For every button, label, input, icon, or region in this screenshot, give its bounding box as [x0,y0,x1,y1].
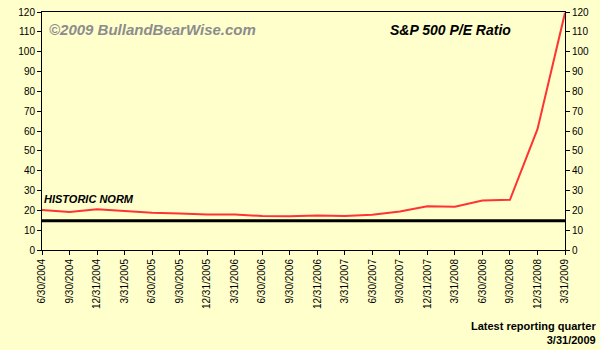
svg-text:40: 40 [572,165,584,176]
svg-text:S&P 500 P/E Ratio: S&P 500 P/E Ratio [390,22,511,38]
svg-text:6/30/2004: 6/30/2004 [36,259,47,304]
svg-text:3/31/2007: 3/31/2007 [339,259,350,304]
svg-text:50: 50 [24,145,36,156]
svg-text:70: 70 [24,106,36,117]
svg-text:6/30/2005: 6/30/2005 [146,259,157,304]
svg-text:12/31/2004: 12/31/2004 [91,259,102,309]
svg-text:80: 80 [24,86,36,97]
svg-text:30: 30 [572,185,584,196]
svg-text:HISTORIC NORM: HISTORIC NORM [44,193,134,205]
svg-text:20: 20 [572,205,584,216]
svg-text:90: 90 [24,66,36,77]
svg-text:9/30/2006: 9/30/2006 [284,259,295,304]
svg-text:3/31/2009: 3/31/2009 [559,259,570,304]
svg-text:12/31/2007: 12/31/2007 [422,259,433,309]
svg-text:100: 100 [572,46,589,57]
svg-text:10: 10 [572,225,584,236]
svg-text:6/30/2006: 6/30/2006 [256,259,267,304]
svg-text:3/31/2008: 3/31/2008 [449,259,460,304]
svg-text:6/30/2007: 6/30/2007 [367,259,378,304]
svg-text:100: 100 [18,46,35,57]
svg-text:Latest reporting quarter3/31/2: Latest reporting quarter3/31/2009 [471,320,596,346]
svg-text:3/31/2006: 3/31/2006 [229,259,240,304]
svg-text:30: 30 [24,185,36,196]
svg-text:20: 20 [24,205,36,216]
svg-text:90: 90 [572,66,584,77]
svg-text:0: 0 [29,245,35,256]
svg-text:60: 60 [572,126,584,137]
svg-text:110: 110 [572,26,588,37]
svg-text:12/31/2005: 12/31/2005 [201,259,212,309]
svg-text:12/31/2008: 12/31/2008 [532,259,543,309]
svg-text:60: 60 [24,126,36,137]
svg-text:9/30/2008: 9/30/2008 [504,259,515,304]
svg-text:120: 120 [572,7,589,18]
svg-text:0: 0 [572,245,578,256]
svg-text:3/31/2005: 3/31/2005 [119,259,130,304]
svg-text:10: 10 [24,225,36,236]
svg-text:110: 110 [19,26,35,37]
svg-text:50: 50 [572,145,584,156]
svg-text:70: 70 [572,106,584,117]
svg-text:9/30/2004: 9/30/2004 [64,259,75,304]
svg-text:12/31/2006: 12/31/2006 [312,259,323,309]
svg-text:120: 120 [18,7,35,18]
svg-text:6/30/2008: 6/30/2008 [477,259,488,304]
svg-text:80: 80 [572,86,584,97]
svg-text:9/30/2007: 9/30/2007 [394,259,405,304]
svg-text:9/30/2005: 9/30/2005 [174,259,185,304]
svg-text:©2009 BullandBearWise.com: ©2009 BullandBearWise.com [49,21,256,38]
svg-text:40: 40 [24,165,36,176]
